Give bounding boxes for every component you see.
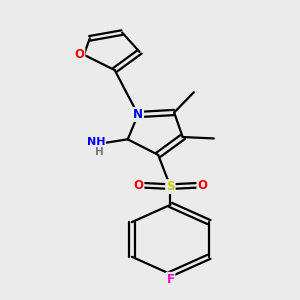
Text: N: N bbox=[133, 108, 143, 121]
Text: O: O bbox=[197, 179, 207, 192]
Text: NH: NH bbox=[87, 137, 105, 147]
Text: S: S bbox=[166, 180, 175, 193]
Text: O: O bbox=[134, 179, 143, 192]
Text: F: F bbox=[167, 273, 174, 286]
Text: O: O bbox=[74, 48, 84, 61]
Text: H: H bbox=[95, 147, 103, 157]
